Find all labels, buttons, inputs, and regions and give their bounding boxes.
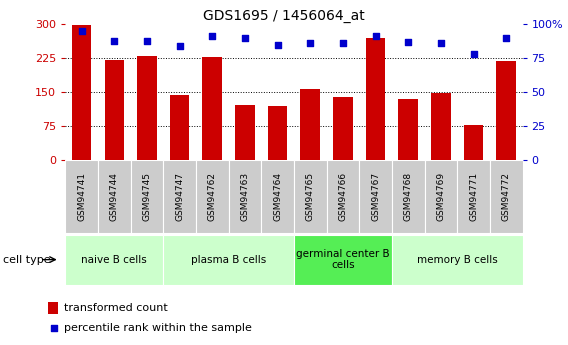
Text: GSM94769: GSM94769 [436, 172, 445, 221]
Bar [268, 106, 287, 160]
Bar [333, 97, 353, 160]
Bar [392, 160, 425, 233]
Text: GSM94765: GSM94765 [306, 172, 315, 221]
Bar [131, 160, 164, 233]
Bar [48, 303, 59, 314]
Text: plasma B cells: plasma B cells [191, 255, 266, 265]
Bar [72, 25, 91, 160]
Bar [399, 99, 418, 160]
Bar [65, 235, 164, 285]
Text: memory B cells: memory B cells [417, 255, 498, 265]
Text: GSM94764: GSM94764 [273, 172, 282, 221]
Bar [98, 160, 131, 233]
Point [77, 28, 86, 34]
Bar [490, 160, 523, 233]
Bar [203, 57, 222, 160]
Bar [457, 160, 490, 233]
Text: GSM94767: GSM94767 [371, 172, 380, 221]
Text: GSM94768: GSM94768 [404, 172, 413, 221]
Text: germinal center B
cells: germinal center B cells [296, 249, 390, 270]
Text: GSM94766: GSM94766 [339, 172, 348, 221]
Point [371, 34, 380, 39]
Bar [431, 93, 451, 160]
Bar [261, 160, 294, 233]
Bar [235, 105, 254, 160]
Bar [137, 56, 157, 160]
Bar [294, 235, 392, 285]
Point [339, 40, 348, 46]
Text: GSM94744: GSM94744 [110, 172, 119, 221]
Point [143, 38, 152, 43]
Text: GSM94747: GSM94747 [175, 172, 184, 221]
Bar [392, 235, 523, 285]
Point [175, 43, 184, 49]
Point [502, 35, 511, 40]
Point [49, 325, 59, 331]
Text: cell type: cell type [3, 255, 51, 265]
Text: percentile rank within the sample: percentile rank within the sample [64, 323, 252, 333]
Point [240, 35, 249, 40]
Point [208, 34, 217, 39]
Bar [196, 160, 229, 233]
Text: naive B cells: naive B cells [81, 255, 147, 265]
Text: GSM94741: GSM94741 [77, 172, 86, 221]
Text: GSM94762: GSM94762 [208, 172, 217, 221]
Bar [366, 38, 386, 160]
Point [404, 39, 413, 45]
Bar [105, 60, 124, 160]
Bar [464, 126, 483, 160]
Bar [425, 160, 457, 233]
Point [110, 38, 119, 43]
Text: GSM94771: GSM94771 [469, 172, 478, 221]
Text: GSM94763: GSM94763 [240, 172, 249, 221]
Bar [359, 160, 392, 233]
Text: GSM94772: GSM94772 [502, 172, 511, 221]
Text: GDS1695 / 1456064_at: GDS1695 / 1456064_at [203, 9, 365, 23]
Bar [300, 89, 320, 160]
Bar [164, 235, 294, 285]
Text: transformed count: transformed count [64, 303, 168, 313]
Point [469, 51, 478, 57]
Bar [164, 160, 196, 233]
Point [306, 40, 315, 46]
Bar [496, 61, 516, 160]
Text: GSM94745: GSM94745 [143, 172, 152, 221]
Point [273, 42, 282, 47]
Bar [65, 160, 98, 233]
Bar [170, 96, 190, 160]
Bar [229, 160, 261, 233]
Bar [294, 160, 327, 233]
Point [436, 40, 445, 46]
Bar [327, 160, 360, 233]
